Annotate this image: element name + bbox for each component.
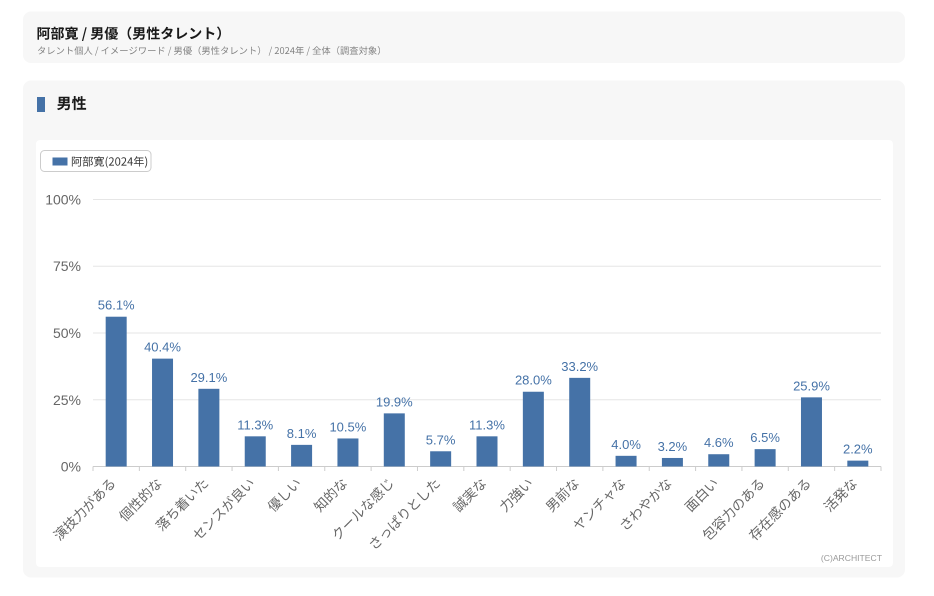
svg-text:100%: 100%	[45, 192, 81, 208]
svg-text:11.3%: 11.3%	[237, 417, 273, 432]
svg-text:4.0%: 4.0%	[611, 437, 641, 452]
svg-text:2.2%: 2.2%	[843, 442, 873, 457]
svg-text:33.2%: 33.2%	[561, 359, 598, 374]
svg-text:19.9%: 19.9%	[376, 394, 413, 409]
svg-text:75%: 75%	[53, 258, 81, 274]
svg-text:5.7%: 5.7%	[426, 432, 456, 447]
svg-text:40.4%: 40.4%	[144, 340, 181, 355]
svg-text:6.5%: 6.5%	[750, 430, 780, 445]
svg-text:56.1%: 56.1%	[98, 298, 135, 313]
svg-text:10.5%: 10.5%	[329, 420, 366, 435]
svg-text:11.3%: 11.3%	[469, 417, 505, 432]
svg-text:0%: 0%	[61, 459, 81, 475]
svg-text:25.9%: 25.9%	[793, 378, 830, 393]
svg-text:4.6%: 4.6%	[704, 435, 734, 450]
svg-text:28.0%: 28.0%	[515, 373, 552, 388]
svg-text:29.1%: 29.1%	[190, 370, 227, 385]
svg-text:25%: 25%	[53, 392, 81, 408]
svg-text:8.1%: 8.1%	[287, 426, 317, 441]
svg-text:(C)ARCHITECT: (C)ARCHITECT	[821, 553, 883, 563]
svg-text:3.2%: 3.2%	[658, 439, 688, 454]
svg-text:50%: 50%	[53, 325, 81, 341]
